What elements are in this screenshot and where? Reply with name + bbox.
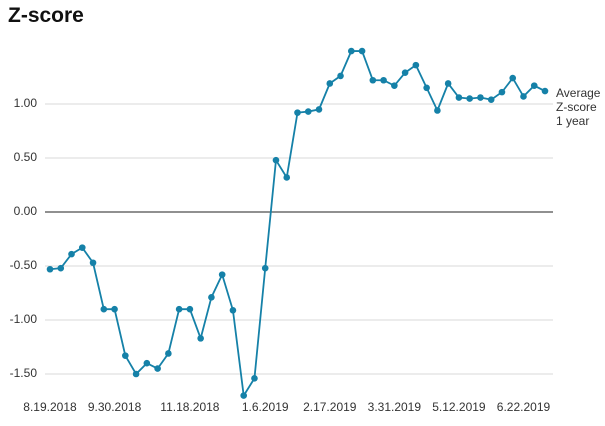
point — [175, 305, 183, 313]
y-tick-label: -0.50 — [10, 258, 38, 272]
point — [261, 264, 269, 272]
y-tick-label: -1.50 — [10, 366, 38, 380]
point — [272, 156, 280, 164]
point — [294, 109, 301, 116]
y-tick-label: 0.00 — [14, 204, 38, 218]
point — [100, 305, 108, 313]
x-tick-label: 5.12.2019 — [432, 400, 486, 414]
point — [369, 76, 377, 84]
point — [358, 47, 366, 55]
point — [348, 47, 355, 55]
y-tick-label: 1.00 — [14, 96, 38, 110]
chart-title: Z-score — [8, 4, 84, 27]
point — [541, 87, 549, 95]
point — [401, 69, 409, 76]
point — [423, 84, 430, 92]
x-tick-label: 9.30.2018 — [88, 400, 142, 414]
point — [304, 108, 312, 115]
legend-label: Average Z-score 1 year — [556, 86, 601, 128]
point — [391, 82, 398, 89]
line — [49, 50, 546, 399]
x-tick-label: 8.19.2018 — [23, 400, 77, 414]
point — [240, 392, 247, 399]
point — [283, 174, 291, 181]
point — [315, 106, 323, 113]
point — [122, 352, 129, 359]
point — [412, 61, 420, 69]
point — [197, 335, 204, 342]
point — [466, 95, 473, 102]
point — [229, 306, 237, 314]
point — [143, 359, 151, 367]
point — [89, 259, 97, 267]
point — [57, 264, 65, 272]
point — [132, 370, 140, 378]
point — [477, 94, 484, 101]
point — [111, 305, 118, 313]
point — [208, 294, 215, 301]
point — [498, 88, 506, 96]
point — [46, 265, 54, 273]
x-tick-label: 11.18.2018 — [160, 400, 219, 414]
point — [455, 94, 463, 101]
y-tick-label: -1.00 — [10, 312, 38, 326]
point — [326, 80, 334, 87]
point — [520, 93, 527, 100]
point — [218, 271, 226, 278]
x-tick-label: 3.31.2019 — [368, 400, 422, 414]
point — [444, 80, 452, 87]
point — [251, 375, 258, 382]
point — [154, 365, 161, 372]
point — [186, 305, 194, 313]
point — [337, 72, 344, 80]
x-tick-label: 2.17.2019 — [303, 400, 357, 414]
x-tick-label: 6.22.2019 — [497, 400, 551, 414]
point — [165, 350, 172, 357]
point — [380, 76, 387, 84]
x-tick-label: 1.6.2019 — [242, 400, 289, 414]
point — [78, 244, 86, 251]
point — [530, 82, 538, 89]
point — [68, 250, 75, 258]
point — [487, 96, 495, 103]
point — [434, 107, 441, 114]
point — [509, 74, 517, 82]
y-tick-label: 0.50 — [14, 150, 38, 164]
